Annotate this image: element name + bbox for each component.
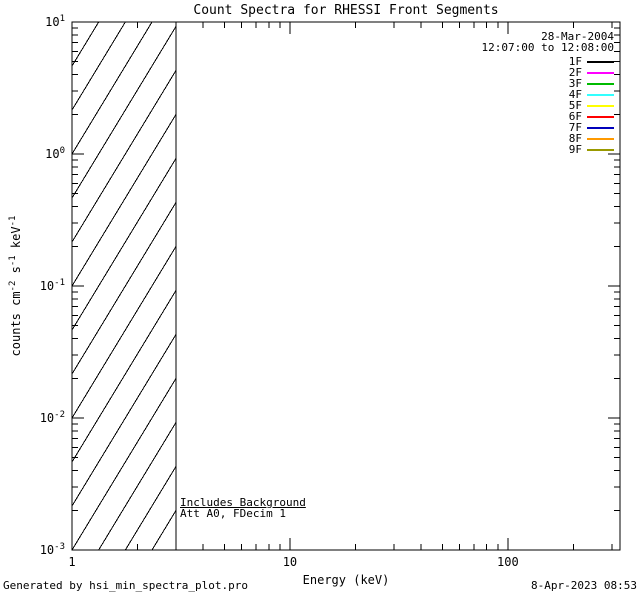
legend-color-line — [587, 126, 614, 129]
legend-color-line — [587, 137, 614, 140]
annotation-includes-background: Includes Background — [180, 496, 306, 509]
legend-entry: 4F — [482, 89, 614, 100]
legend-entry-label: 6F — [568, 110, 582, 123]
legend-color-line — [587, 104, 614, 107]
legend-color-line — [587, 71, 614, 74]
plot-annotations: Includes Background Att A0, FDecim 1 — [180, 497, 306, 519]
legend-entry: 7F — [482, 122, 614, 133]
legend-entry: 8F — [482, 133, 614, 144]
legend-entry: 5F — [482, 100, 614, 111]
generation-timestamp: 8-Apr-2023 08:53 — [531, 579, 637, 592]
legend-entry: 1F — [482, 56, 614, 67]
legend: 28-Mar-2004 12:07:00 to 12:08:00 1F 2F 3F 4… — [482, 31, 614, 155]
legend-entry-label: 9F — [568, 143, 582, 156]
legend-entry-label: 3F — [568, 77, 582, 90]
svg-text:1: 1 — [68, 555, 75, 569]
svg-text:10: 10 — [283, 555, 297, 569]
legend-entry-label: 8F — [568, 132, 582, 145]
svg-text:10-1: 10-1 — [40, 278, 65, 293]
generator-credit: Generated by hsi_min_spectra_plot.pro — [3, 579, 249, 592]
legend-color-line — [587, 60, 614, 63]
legend-entries: 1F 2F 3F 4F 5F 6F 7F 8F 9F — [482, 56, 614, 155]
legend-entry: 2F — [482, 67, 614, 78]
legend-entry: 3F — [482, 78, 614, 89]
y-axis-label: counts cm-2 s-1 keV-1 — [8, 216, 23, 357]
legend-entry-label: 2F — [568, 66, 582, 79]
legend-color-line — [587, 82, 614, 85]
legend-date: 28-Mar-2004 — [541, 30, 614, 43]
legend-color-line — [587, 115, 614, 118]
svg-text:100: 100 — [45, 146, 65, 161]
annotation-attenuator-state: Att A0, FDecim 1 — [180, 507, 286, 520]
legend-entry: 6F — [482, 111, 614, 122]
legend-entry-label: 4F — [568, 88, 582, 101]
svg-text:10-3: 10-3 — [40, 542, 65, 557]
legend-entry: 9F — [482, 144, 614, 155]
legend-entry-label: 1F — [568, 55, 582, 68]
chart-title: Count Spectra for RHESSI Front Segments — [193, 3, 499, 18]
legend-time-range: 12:07:00 to 12:08:00 — [481, 41, 614, 54]
legend-entry-label: 5F — [568, 99, 582, 112]
legend-entry-label: 7F — [568, 121, 582, 134]
svg-text:100: 100 — [497, 555, 519, 569]
legend-color-line — [587, 148, 614, 151]
svg-text:10-2: 10-2 — [40, 410, 65, 425]
legend-color-line — [587, 93, 614, 96]
svg-text:101: 101 — [45, 14, 65, 29]
x-axis-label: Energy (keV) — [303, 573, 390, 587]
